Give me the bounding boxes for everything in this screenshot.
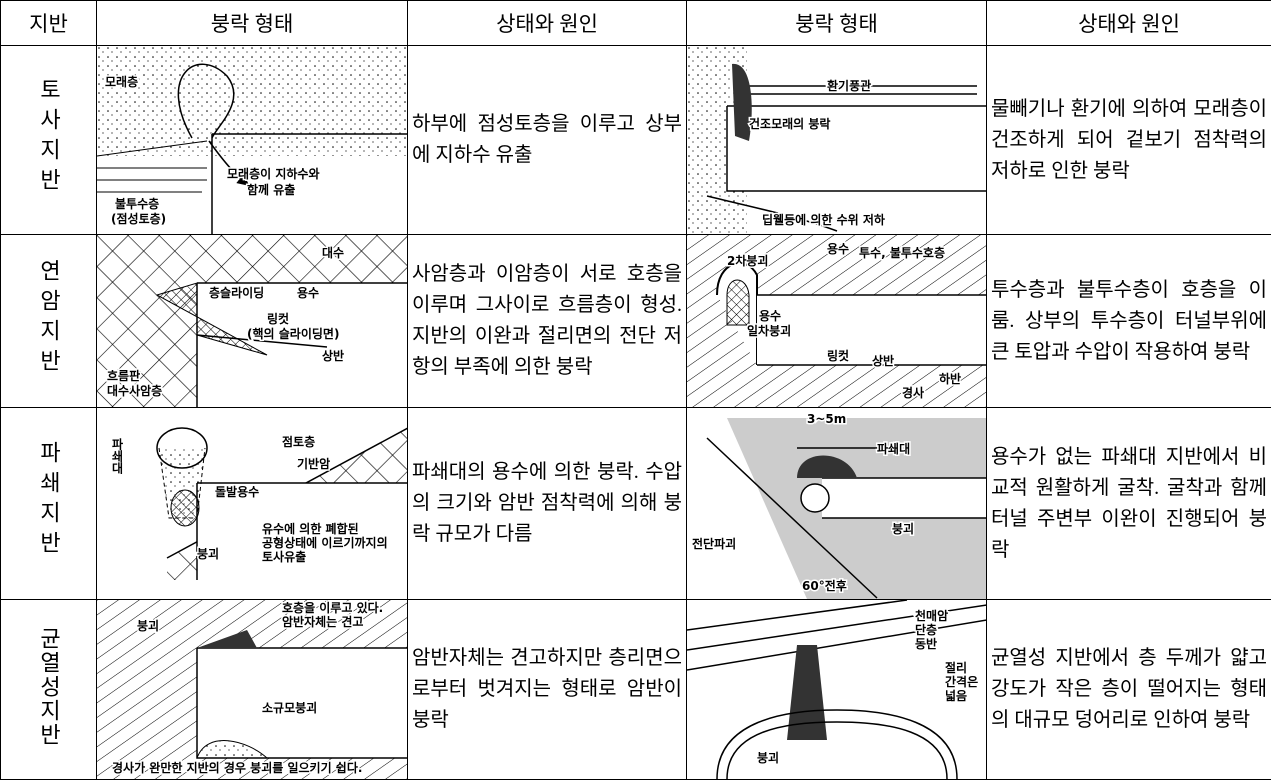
diagram-label: 파쇄대	[110, 437, 124, 475]
diagram-label: 넓음	[945, 688, 967, 703]
diagram-label: 2차붕괴	[727, 253, 768, 268]
diagram-label: 링컷	[267, 311, 289, 326]
diagram-label: 붕괴	[137, 618, 159, 633]
diagram-label: 건조모래의 붕락	[749, 116, 830, 131]
diagram-label: 전단파괴	[692, 536, 736, 551]
diagram-label: 동반	[915, 636, 937, 651]
diagram-label: 함께 유출	[247, 182, 295, 197]
diagram-label: 용수	[297, 285, 319, 300]
header-cell: 붕락 형태	[687, 1, 987, 46]
diagram-label: 소규모붕괴	[262, 700, 317, 715]
diagram-label: 상반	[872, 353, 894, 368]
diagram-label: 경사가 완만한 지반의 경우 붕괴를 일으키기 쉽다.	[112, 760, 362, 775]
diagram-label: 붕괴	[757, 750, 779, 765]
diagram-label: 용수	[759, 308, 781, 323]
ground-cell: 파쇄지반	[1, 408, 97, 600]
description-cell: 하부에 점성토층을 이루고 상부에 지하수 유출	[408, 46, 687, 235]
diagram-label: 단층	[915, 622, 937, 637]
ground-label: 파쇄지반	[33, 441, 65, 561]
description-cell: 물빼기나 환기에 의하여 모래층이 건조하게 되어 겉보기 점착력의 저하로 인…	[987, 46, 1271, 235]
description-cell: 균열성 지반에서 층 두께가 얇고 강도가 작은 층이 떨어지는 형태의 대규모…	[987, 600, 1271, 780]
diagram-label: (핵의 슬라이딩면)	[247, 326, 339, 341]
diagram-label: 간격은	[945, 674, 978, 689]
diagram-label: 붕괴	[892, 521, 914, 536]
ground-cell: 토사지반	[1, 46, 97, 235]
diagram-label: 돌발용수	[215, 484, 259, 499]
description-cell: 투수층과 불투수층이 호층을 이룸. 상부의 투수층이 터널부위에 큰 토압과 …	[987, 235, 1271, 408]
diagram-label: 흐름판	[107, 368, 140, 383]
diagram-label: 천매암	[915, 608, 948, 623]
diagram-label: (점성토층)	[111, 211, 166, 226]
diagram-label: 일차붕괴	[747, 323, 791, 338]
diagram-label: 암반자체는 견고	[282, 614, 363, 629]
diagram-label: 모래층이 지하수와	[227, 166, 320, 181]
ground-cell: 균열성지반	[1, 600, 97, 780]
header-cell: 지반	[1, 1, 97, 46]
diagram-label: 호층을 이루고 있다.	[282, 600, 383, 615]
header-cell: 상태와 원인	[987, 1, 1271, 46]
ground-label: 연암지반	[33, 259, 65, 379]
diagram-label: 토사유출	[262, 549, 306, 564]
diagram-label: 경사	[902, 385, 924, 400]
diagram-label: 불투수층	[115, 196, 159, 211]
diagram-label: 공형상태에 이르기까지의	[262, 535, 388, 550]
diagram-label: 절리	[945, 660, 967, 675]
diagram-label: 층슬라이딩	[209, 285, 264, 300]
diagram-label: 붕괴	[197, 546, 219, 561]
diagram-label: 기반암	[297, 456, 330, 471]
description-cell: 암반자체는 견고하지만 층리면으로부터 벗겨지는 형태로 암반이 붕락	[408, 600, 687, 780]
header-cell: 붕락 형태	[97, 1, 408, 46]
diagram-label: 딥웰등에 의한 수위 저하	[762, 212, 885, 227]
diagram-label: 대수사암층	[107, 383, 162, 398]
diagram-label: 투수, 불투수호층	[859, 245, 945, 260]
description-cell: 사암층과 이암층이 서로 호층을 이루며 그사이로 흐름층이 형성. 지반의 이…	[408, 235, 687, 408]
diagram-label: 파쇄대	[877, 441, 910, 456]
ground-cell: 연암지반	[1, 235, 97, 408]
header-cell: 상태와 원인	[408, 1, 687, 46]
diagram-label: 환기풍관	[827, 78, 871, 93]
diagram-label: 모래층	[105, 74, 138, 89]
diagram-label: 점토층	[282, 434, 315, 449]
ground-label: 토사지반	[33, 78, 65, 198]
description-cell: 파쇄대의 용수에 의한 붕락. 수압의 크기와 암반 점착력에 의해 붕락 규모…	[408, 408, 687, 600]
diagram-label: 3~5m	[807, 412, 846, 426]
diagram-label: 하반	[939, 371, 961, 386]
diagram-label: 링컷	[827, 348, 849, 363]
diagram-label: 대수	[322, 246, 344, 260]
diagram-label: 60°전후	[802, 578, 847, 593]
ground-label: 균열성지반	[33, 627, 65, 747]
diagram-label: 유수에 의한 폐합된	[262, 521, 359, 536]
diagram-label: 용수	[827, 241, 849, 256]
diagram-label: 상반	[322, 348, 344, 363]
description-cell: 용수가 없는 파쇄대 지반에서 비교적 원활하게 굴착. 굴착과 함께 터널 주…	[987, 408, 1271, 600]
